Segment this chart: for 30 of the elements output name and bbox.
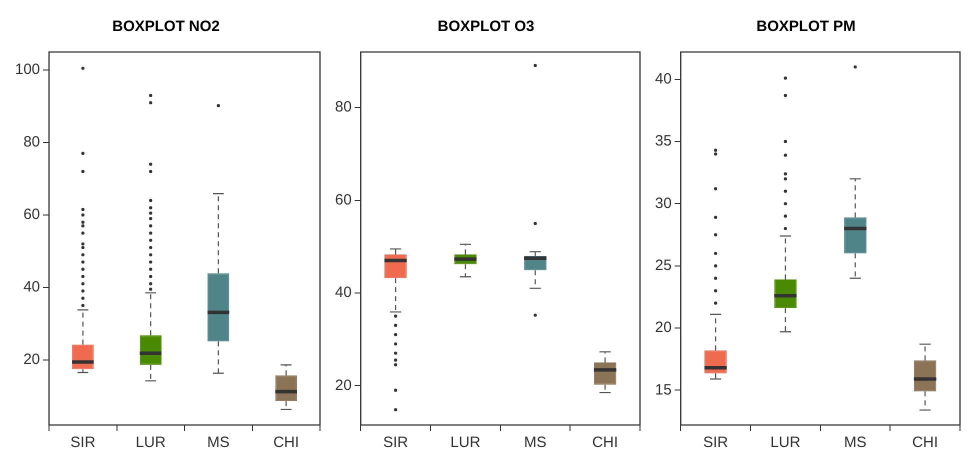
y-tick-label: 20 [23,350,40,368]
y-tick-label: 60 [23,206,40,224]
y-tick-label: 15 [654,381,672,398]
x-tick-label: MS [844,434,867,452]
x-tick-label: MS [207,434,230,452]
y-tick-label: 20 [334,376,352,394]
y-tick-label: 25 [654,256,672,274]
chart-title: BOXPLOT PM [756,18,856,36]
y-tick-label: 80 [334,98,352,116]
y-tick-label: 80 [23,134,40,151]
x-tick-label: LUR [770,434,801,452]
y-tick-label: 35 [654,132,672,150]
chart-title: BOXPLOT O3 [438,18,534,36]
x-tick-label: LUR [450,434,481,452]
y-tick-label: 20 [654,319,672,336]
x-tick-label: SIR [703,434,728,452]
y-tick-label: 40 [334,284,352,302]
x-tick-label: SIR [70,434,96,452]
x-tick-label: CHI [273,434,300,452]
x-tick-label: CHI [592,434,618,452]
y-tick-label: 40 [23,278,40,296]
x-tick-label: CHI [912,434,938,452]
x-tick-label: LUR [136,434,166,452]
y-tick-label: 60 [334,191,352,208]
x-tick-label: MS [524,434,547,452]
chart-title: BOXPLOT NO2 [112,18,220,36]
y-tick-label: 100 [14,61,40,78]
x-tick-label: SIR [383,434,408,452]
y-tick-label: 40 [654,70,672,88]
y-tick-label: 30 [654,194,672,212]
